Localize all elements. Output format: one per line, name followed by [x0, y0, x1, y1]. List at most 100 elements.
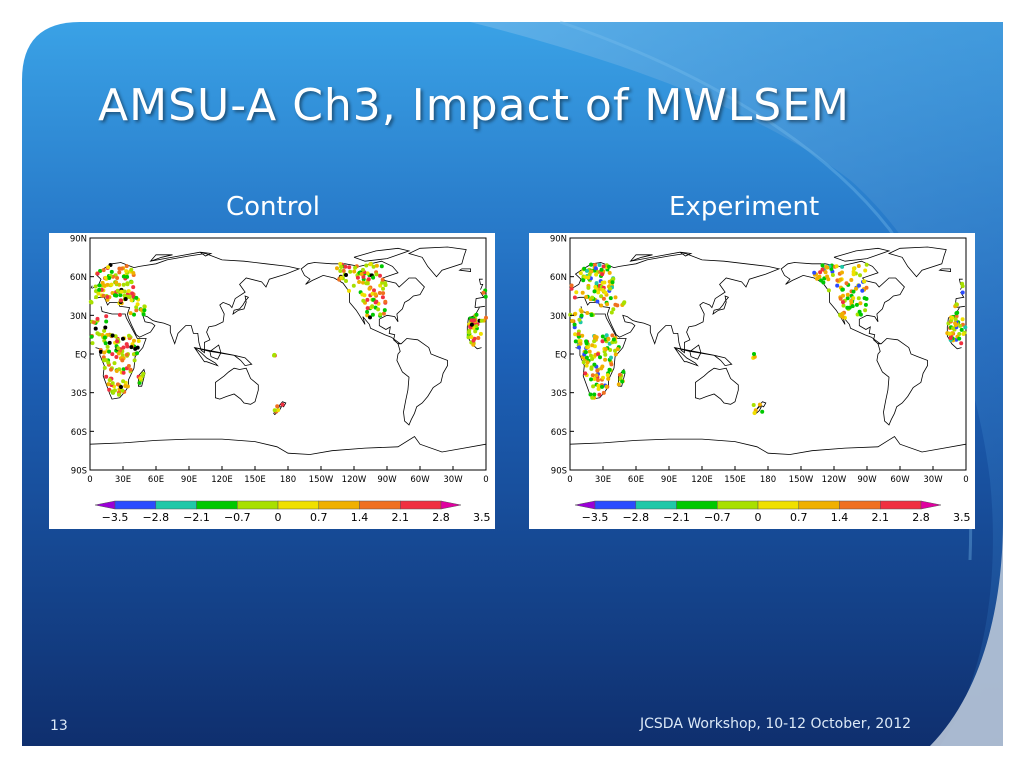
coastlines [569, 246, 967, 455]
scatter-point [590, 357, 595, 361]
scatter-point [128, 311, 133, 316]
scatter-point [617, 372, 622, 377]
scatter-point [272, 408, 277, 413]
scatter-point [129, 298, 134, 303]
scatter-point [121, 336, 125, 341]
scatter-point [572, 322, 577, 327]
scatter-point [115, 276, 120, 280]
scatter-point [138, 376, 143, 381]
coastline-north-america [300, 260, 425, 345]
scatter-point [103, 358, 108, 363]
scatter-point [105, 344, 110, 349]
scatter-point [592, 339, 597, 344]
scatter-point [613, 352, 618, 357]
scatter-point [585, 360, 590, 365]
scatter-point [348, 269, 353, 274]
colorbar-tick-label: 2.1 [872, 511, 890, 524]
scatter-point [616, 382, 621, 387]
scatter-point [570, 319, 575, 323]
colorbar-tick-label: 3.5 [473, 511, 491, 524]
colorbar-segment [574, 500, 596, 510]
scatter-point [361, 274, 366, 279]
scatter-point [120, 388, 125, 393]
scatter-point [469, 322, 474, 327]
scatter-point [954, 302, 959, 307]
scatter-point [114, 369, 119, 373]
scatter-point [581, 360, 586, 365]
coastline-antarctica [569, 435, 967, 455]
scatter-point [620, 379, 625, 384]
scatter-point [481, 290, 486, 295]
scatter-point [615, 303, 620, 308]
scatter-point [760, 409, 765, 414]
scatter-point [601, 264, 606, 269]
scatter-point [280, 402, 285, 407]
coastline-greenland [407, 246, 467, 278]
scatter-point [851, 296, 856, 301]
scatter-point [94, 295, 99, 300]
scatter-point [599, 303, 604, 308]
scatter-point [851, 289, 856, 294]
colorbar-segment [196, 500, 238, 510]
scatter-point [366, 277, 371, 282]
scatter-point [589, 269, 594, 274]
scatter-point [600, 384, 604, 389]
y-tick-label: 90S [551, 467, 567, 477]
scatter-point [603, 357, 608, 362]
scatter-point [960, 317, 965, 322]
x-tick-label: 60E [148, 475, 164, 485]
x-tick-label: 90E [661, 475, 677, 485]
scatter-point [132, 358, 137, 363]
coastline-south-america [876, 338, 928, 426]
scatter-point [835, 278, 840, 283]
colorbar-tick-label: −0.7 [224, 511, 251, 524]
scatter-point [469, 318, 474, 323]
scatter-point [607, 270, 612, 275]
scatter-point [359, 272, 364, 276]
scatter-point [105, 282, 110, 287]
scatter-point [119, 298, 123, 303]
scatter-point [116, 392, 121, 397]
scatter-point [590, 395, 595, 400]
scatter-point [104, 314, 109, 319]
scatter-point [374, 263, 379, 268]
scatter-point [840, 287, 845, 292]
colorbar-tick-label: −2.8 [622, 511, 649, 524]
x-tick-label: 60W [410, 475, 430, 485]
scatter-point [97, 283, 102, 288]
scatter-point [125, 384, 130, 389]
map-frame [89, 237, 487, 471]
scatter-point [812, 270, 817, 275]
scatter-point [130, 291, 135, 296]
scatter-point [579, 309, 584, 314]
scatter-point [378, 283, 383, 288]
scatter-point [355, 275, 360, 280]
scatter-point [105, 295, 110, 299]
scatter-point [851, 266, 856, 271]
scatter-point [854, 302, 859, 307]
x-tick-label: 180 [760, 475, 776, 485]
colorbar-segment [277, 500, 320, 510]
colorbar-segment [318, 500, 360, 510]
colorbar-segment [798, 500, 840, 510]
scatter-point [578, 341, 583, 346]
coastline-europe-asia [91, 253, 301, 354]
scatter-point [830, 273, 835, 277]
scatter-point [365, 309, 370, 314]
control-label: Control [226, 192, 320, 222]
scatter-point [601, 390, 606, 395]
scatter-point [863, 308, 868, 313]
scatter-point [102, 365, 107, 370]
scatter-point [339, 275, 344, 280]
colorbar-tick-label: −0.7 [704, 511, 731, 524]
scatter-point [840, 270, 844, 275]
x-tick-label: 0 [483, 475, 488, 485]
scatter-point [599, 267, 604, 272]
scatter-point [592, 392, 597, 397]
scatter-point [93, 326, 98, 331]
scatter-point [114, 280, 119, 285]
colorbar-tick-label: −2.1 [663, 511, 690, 524]
scatter-point [595, 299, 600, 304]
scatter-point [127, 295, 132, 299]
scatter-point [610, 280, 615, 285]
